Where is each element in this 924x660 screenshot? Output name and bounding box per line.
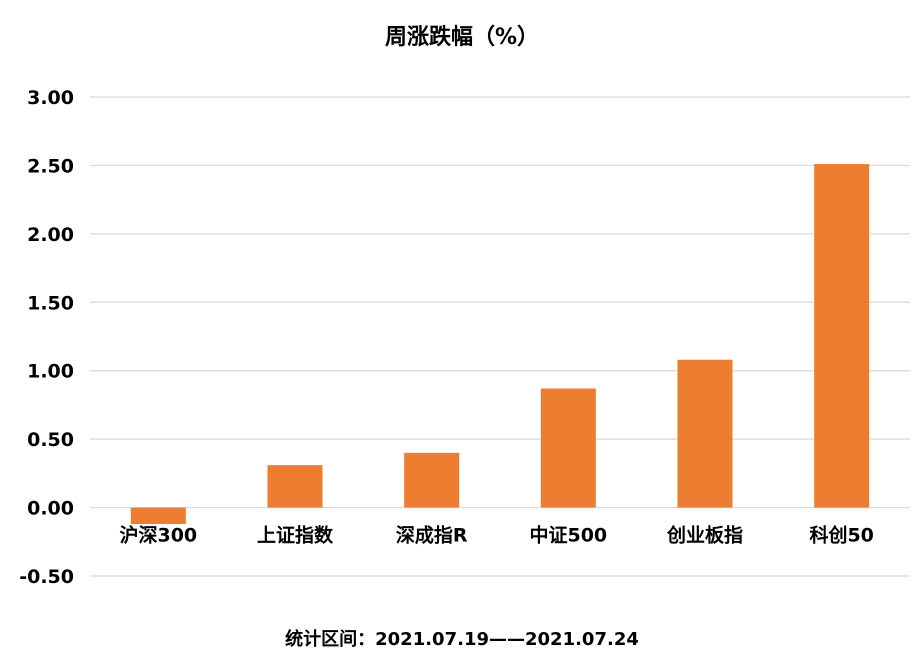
- y-tick-label: 3.00: [27, 87, 74, 109]
- chart-title: 周涨跌幅（%）: [385, 25, 539, 50]
- bar: [814, 164, 870, 508]
- category-label: 中证500: [529, 524, 607, 547]
- y-tick-label: 0.00: [27, 498, 74, 520]
- bar: [130, 507, 186, 524]
- bar: [540, 388, 596, 508]
- y-tick-label: 1.50: [27, 292, 74, 314]
- y-tick-label: 2.00: [27, 224, 74, 246]
- bar: [267, 465, 323, 508]
- y-axis-tick-labels: 3.00 2.50 2.00 1.50 1.00 0.50 0.00 -0.50: [19, 87, 74, 588]
- category-label: 深成指R: [396, 524, 468, 547]
- bar: [677, 359, 733, 508]
- gridlines: [90, 96, 910, 577]
- category-labels: 沪深300 上证指数 深成指R 中证500 创业板指 科创50: [119, 524, 873, 547]
- bar: [404, 452, 460, 508]
- category-label: 上证指数: [257, 524, 334, 547]
- y-tick-label: 2.50: [27, 155, 74, 177]
- y-tick-label: 0.50: [27, 429, 74, 451]
- statistics-period-label: 统计区间：2021.07.19——2021.07.24: [285, 628, 639, 650]
- y-tick-label: -0.50: [19, 566, 74, 588]
- category-label: 沪深300: [119, 524, 197, 547]
- category-label: 创业板指: [666, 524, 743, 547]
- category-label: 科创50: [809, 524, 873, 547]
- y-tick-label: 1.00: [27, 361, 74, 383]
- bars: [130, 164, 870, 524]
